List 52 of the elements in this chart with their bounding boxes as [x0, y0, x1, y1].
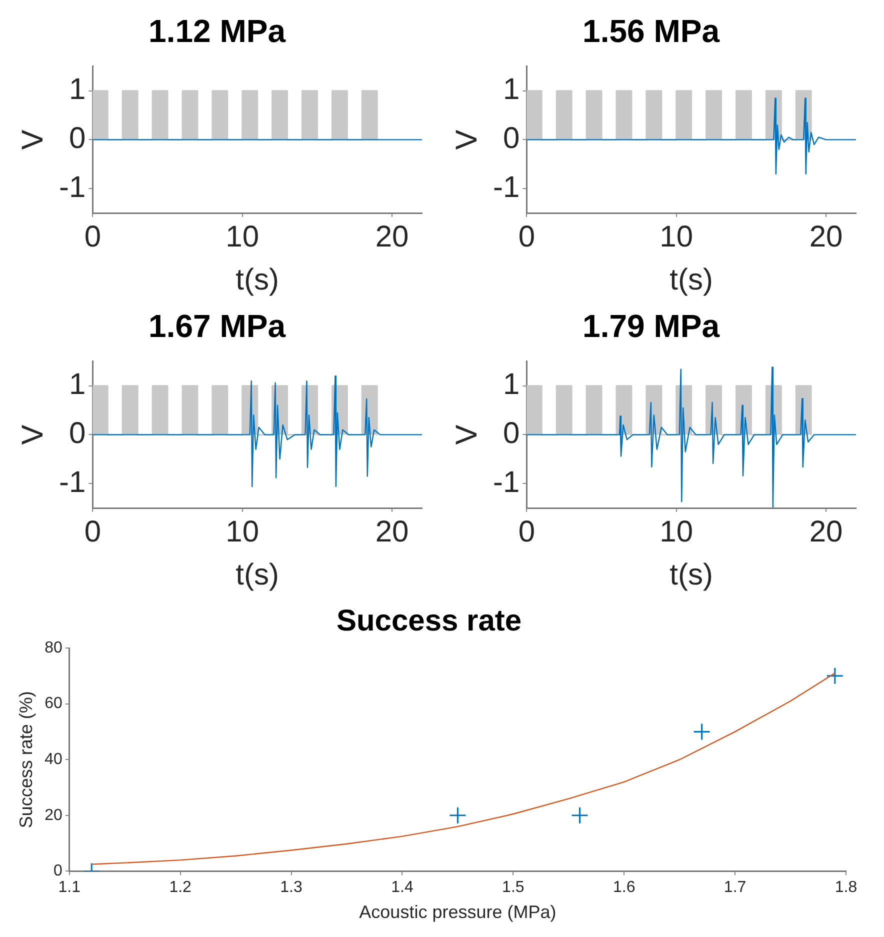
y-tick-label: -1	[492, 466, 520, 499]
x-axis-title: t(s)	[236, 558, 279, 592]
y-tick-label: 0	[53, 862, 62, 880]
y-tick-label: -1	[58, 466, 86, 499]
y-axis-title: Success rate (%)	[16, 691, 36, 828]
x-axis-title: t(s)	[236, 263, 279, 296]
x-tick-label: 1.1	[58, 879, 81, 896]
y-tick-label: 80	[44, 639, 62, 656]
y-tick-label: 1	[68, 368, 86, 402]
x-tick-label: 1.2	[169, 879, 192, 896]
y-tick-label: 20	[44, 806, 62, 824]
y-tick-label: 40	[44, 751, 62, 768]
y-axis-title: V	[450, 130, 484, 150]
y-axis-title: V	[16, 130, 50, 150]
x-tick-label: 1.6	[612, 879, 636, 896]
chart-title: 1.79 MPa	[582, 308, 720, 344]
x-tick-label: 10	[660, 220, 694, 254]
y-axis-title: V	[450, 424, 484, 445]
chart-title: 1.56 MPa	[582, 13, 720, 50]
y-tick-label: 1	[502, 73, 520, 106]
x-axis-title: t(s)	[670, 263, 713, 296]
x-tick-label: 10	[660, 515, 694, 548]
point	[448, 806, 466, 824]
y-tick-label: 0	[502, 122, 520, 155]
x-tick-label: 1.4	[391, 879, 414, 896]
y-tick-label: 0	[68, 416, 86, 450]
point	[693, 722, 711, 740]
chart-title: 1.12 MPa	[148, 13, 286, 50]
y-tick-label: -1	[58, 170, 86, 204]
y-axis-title: V	[16, 424, 50, 445]
x-tick-label: 20	[375, 220, 409, 254]
y-tick-label: -1	[492, 170, 520, 204]
y-tick-label: 0	[502, 416, 520, 450]
y-tick-label: 1	[502, 368, 520, 402]
x-tick-label: 1.7	[724, 879, 746, 896]
x-tick-label: 20	[809, 220, 843, 254]
x-tick-label: 10	[226, 220, 260, 254]
y-tick-label: 60	[44, 695, 62, 712]
x-tick-label: 10	[226, 515, 260, 548]
x-tick-label: 20	[809, 515, 843, 548]
x-tick-label: 1.8	[834, 879, 858, 896]
x-axis-title: t(s)	[670, 558, 713, 592]
x-tick-label: 20	[375, 515, 409, 548]
chart-title: Success rate	[336, 604, 522, 638]
x-tick-label: 1.3	[280, 879, 302, 896]
point	[570, 806, 588, 824]
chart-title: 1.67 MPa	[148, 308, 286, 344]
point	[826, 667, 844, 685]
x-tick-label: 1.5	[502, 879, 524, 896]
y-tick-label: 0	[68, 122, 86, 155]
y-tick-label: 1	[68, 73, 86, 106]
x-axis-title: Acoustic pressure (MPa)	[359, 902, 556, 922]
